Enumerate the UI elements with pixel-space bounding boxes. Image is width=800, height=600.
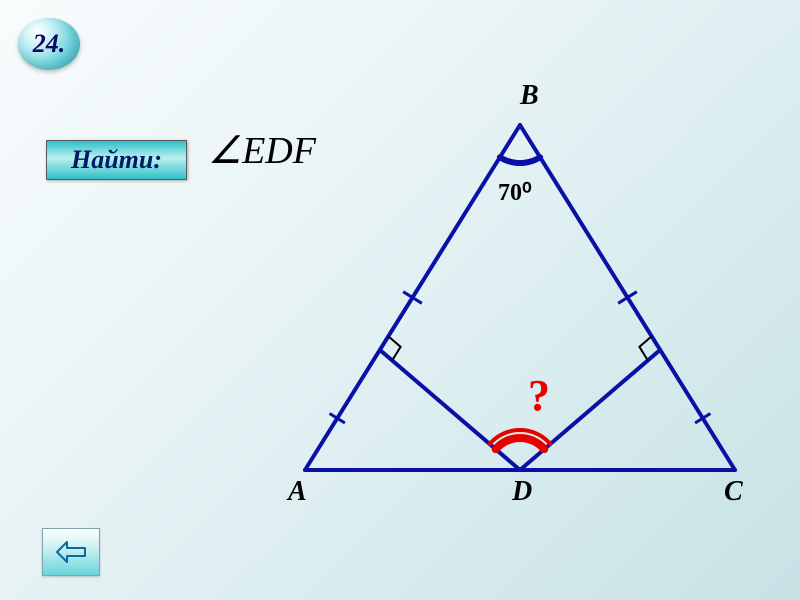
problem-number-badge: 24. <box>18 18 80 70</box>
vertex-label-a: A <box>288 476 307 508</box>
nav-back-button[interactable] <box>42 528 100 576</box>
target-angle-text: ∠EDF <box>208 128 316 173</box>
vertex-label-d: D <box>512 476 532 508</box>
geometry-diagram <box>0 0 800 600</box>
find-label-box: Найти: <box>46 140 187 180</box>
question-mark: ? <box>528 370 550 421</box>
vertex-label-b: B <box>520 80 539 112</box>
problem-number: 24. <box>33 29 66 59</box>
stage: 24. Найти: ∠EDF 70⁰ ? A B C D <box>0 0 800 600</box>
vertex-label-c: C <box>724 476 743 508</box>
find-label: Найти: <box>71 145 162 174</box>
arrow-left-icon <box>55 540 87 564</box>
angle-b-value: 70⁰ <box>498 178 532 207</box>
